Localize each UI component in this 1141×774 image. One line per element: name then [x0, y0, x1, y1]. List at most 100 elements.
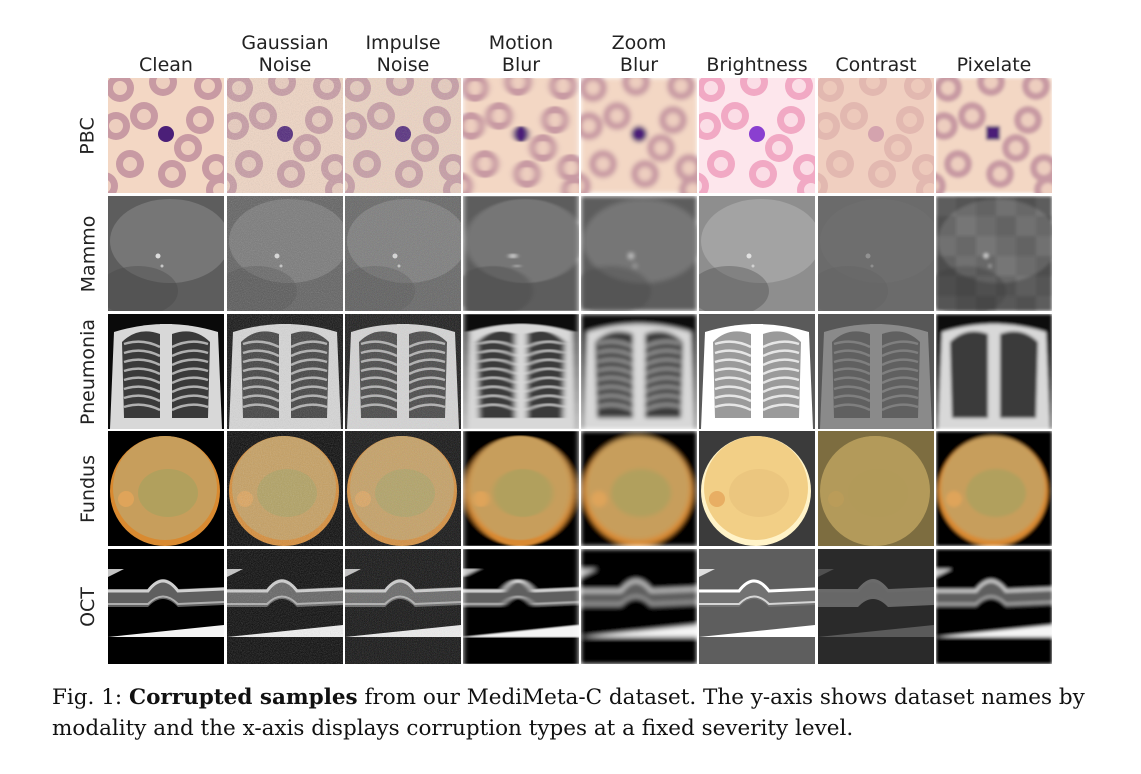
column-headers: Clean Gaussian Noise Impulse Noise Motion Blur…: [108, 30, 1052, 76]
sample-image-pbc-impulse: [345, 78, 461, 193]
sample-image-pbc-gaussian: [227, 78, 343, 193]
sample-image-graphic: [345, 314, 461, 429]
sample-image-fundus-contrast: [818, 431, 934, 546]
sample-image-fundus-pixelate: [936, 431, 1052, 546]
row-label-pbc: PBC: [70, 78, 106, 193]
column-header-line: Noise: [376, 54, 430, 76]
sample-image-graphic: [581, 431, 697, 546]
sample-image-oct-brightness: [699, 549, 815, 664]
sample-image-pneumonia-clean: [108, 314, 224, 429]
sample-image-graphic: [936, 196, 1052, 311]
column-header-line: Pixelate: [956, 54, 1032, 76]
sample-image-oct-motion: [463, 549, 579, 664]
row-label-text: Fundus: [77, 454, 100, 523]
sample-image-graphic: [227, 314, 343, 429]
column-header-line: Gaussian: [241, 32, 329, 54]
row-label-text: Pneumonia: [77, 318, 99, 425]
sample-image-oct-clean: [108, 549, 224, 664]
sample-image-pbc-motion: [463, 78, 579, 193]
sample-image-graphic: [345, 431, 461, 546]
sample-image-graphic: [463, 431, 579, 546]
sample-image-graphic: [936, 431, 1052, 546]
column-header-pixelate: Pixelate: [935, 30, 1053, 76]
sample-image-mammo-zoom: [581, 196, 697, 311]
sample-image-graphic: [581, 196, 697, 311]
column-header-line: Motion: [488, 32, 554, 54]
sample-image-pneumonia-brightness: [699, 314, 815, 429]
sample-image-graphic: [699, 196, 815, 311]
sample-image-pneumonia-impulse: [345, 314, 461, 429]
caption-text: from our MediMeta-C dataset. The y-axis …: [52, 685, 1085, 741]
column-header-contrast: Contrast: [817, 30, 935, 76]
column-header-zoom: Zoom Blur: [580, 30, 698, 76]
sample-image-graphic: [699, 549, 815, 664]
sample-image-oct-pixelate: [936, 549, 1052, 664]
row-label-mammo: Mammo: [70, 196, 106, 311]
sample-image-fundus-gaussian: [227, 431, 343, 546]
column-header-line: Impulse: [365, 32, 441, 54]
sample-image-graphic: [227, 196, 343, 311]
sample-image-graphic: [818, 78, 934, 193]
sample-image-pneumonia-gaussian: [227, 314, 343, 429]
sample-image-oct-impulse: [345, 549, 461, 664]
column-header-line: Contrast: [835, 54, 917, 76]
column-header-impulse: Impulse Noise: [344, 30, 462, 76]
row-label-fundus: Fundus: [70, 431, 106, 546]
caption-bold: Corrupted samples: [128, 685, 358, 710]
sample-image-graphic: [818, 196, 934, 311]
row-label-text: Mammo: [77, 215, 99, 292]
sample-image-graphic: [108, 196, 224, 311]
row-labels: PBC Mammo Pneumonia Fundus OCT: [70, 78, 106, 665]
sample-image-fundus-impulse: [345, 431, 461, 546]
sample-image-graphic: [345, 549, 461, 664]
sample-image-mammo-pixelate: [936, 196, 1052, 311]
sample-image-fundus-zoom: [581, 431, 697, 546]
sample-image-oct-contrast: [818, 549, 934, 664]
sample-image-graphic: [581, 314, 697, 429]
column-header-line: Zoom: [611, 32, 667, 54]
sample-image-graphic: [227, 78, 343, 193]
sample-image-graphic: [936, 314, 1052, 429]
sample-image-graphic: [818, 549, 934, 664]
column-header-line: Noise: [258, 54, 312, 76]
sample-image-fundus-brightness: [699, 431, 815, 546]
sample-image-pneumonia-contrast: [818, 314, 934, 429]
sample-image-graphic: [463, 314, 579, 429]
sample-image-graphic: [699, 314, 815, 429]
column-header-line: Brightness: [706, 54, 808, 76]
sample-image-graphic: [345, 196, 461, 311]
sample-image-pneumonia-motion: [463, 314, 579, 429]
sample-image-graphic: [463, 78, 579, 193]
sample-image-oct-gaussian: [227, 549, 343, 664]
sample-image-graphic: [227, 431, 343, 546]
sample-image-graphic: [108, 314, 224, 429]
sample-image-pbc-zoom: [581, 78, 697, 193]
sample-image-fundus-clean: [108, 431, 224, 546]
column-header-clean: Clean: [107, 30, 225, 76]
sample-image-pneumonia-zoom: [581, 314, 697, 429]
sample-image-graphic: [108, 431, 224, 546]
sample-image-graphic: [936, 549, 1052, 664]
sample-image-graphic: [581, 549, 697, 664]
sample-image-mammo-clean: [108, 196, 224, 311]
sample-image-mammo-brightness: [699, 196, 815, 311]
sample-image-graphic: [818, 431, 934, 546]
sample-image-pbc-contrast: [818, 78, 934, 193]
sample-image-fundus-motion: [463, 431, 579, 546]
row-label-oct: OCT: [70, 549, 106, 664]
sample-image-mammo-motion: [463, 196, 579, 311]
sample-image-pbc-clean: [108, 78, 224, 193]
sample-image-mammo-impulse: [345, 196, 461, 311]
caption-prefix: Fig. 1:: [52, 685, 129, 710]
sample-image-graphic: [108, 549, 224, 664]
sample-image-graphic: [936, 78, 1052, 193]
column-header-line: Blur: [619, 54, 659, 76]
sample-image-pbc-brightness: [699, 78, 815, 193]
row-label-pneumonia: Pneumonia: [70, 314, 106, 429]
sample-image-graphic: [227, 549, 343, 664]
sample-image-graphic: [699, 431, 815, 546]
sample-image-pneumonia-pixelate: [936, 314, 1052, 429]
row-label-text: PBC: [77, 116, 99, 155]
sample-image-graphic: [463, 549, 579, 664]
sample-image-graphic: [699, 78, 815, 193]
